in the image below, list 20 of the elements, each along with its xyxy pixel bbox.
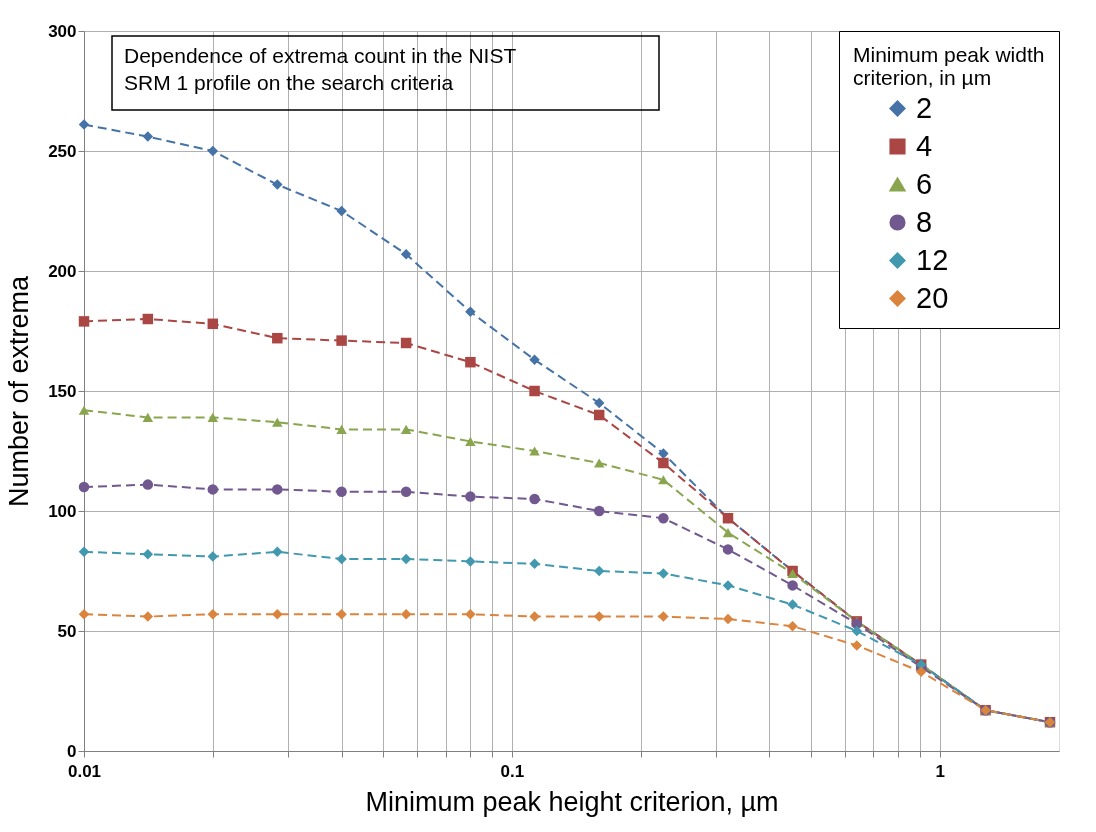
legend-label: 12: [916, 243, 949, 276]
x-tick-label: 0.01: [67, 761, 102, 781]
legend-label: 2: [916, 91, 933, 124]
legend-label: 6: [916, 167, 933, 200]
y-tick-label: 0: [67, 741, 77, 761]
y-tick-label: 150: [48, 381, 77, 401]
y-tick-label: 250: [48, 141, 77, 161]
legend-title: Minimum peak width criterion, in µm: [853, 43, 1045, 89]
x-axis-title: Minimum peak height criterion, µm: [365, 786, 779, 817]
x-tick-label: 1: [935, 761, 945, 781]
y-tick-label: 100: [48, 501, 77, 521]
y-tick-label: 200: [48, 261, 77, 281]
annotation: Dependence of extrema count in the NIST SRM 1 profile on the search criteria: [124, 44, 517, 94]
y-axis-title: Number of extrema: [4, 274, 35, 508]
x-tick-label: 0.1: [500, 761, 525, 781]
y-tick-label: 300: [48, 21, 77, 41]
y-tick-label: 50: [57, 621, 77, 641]
legend-label: 4: [916, 129, 933, 162]
legend-label: 8: [916, 205, 933, 238]
legend-label: 20: [916, 281, 949, 314]
